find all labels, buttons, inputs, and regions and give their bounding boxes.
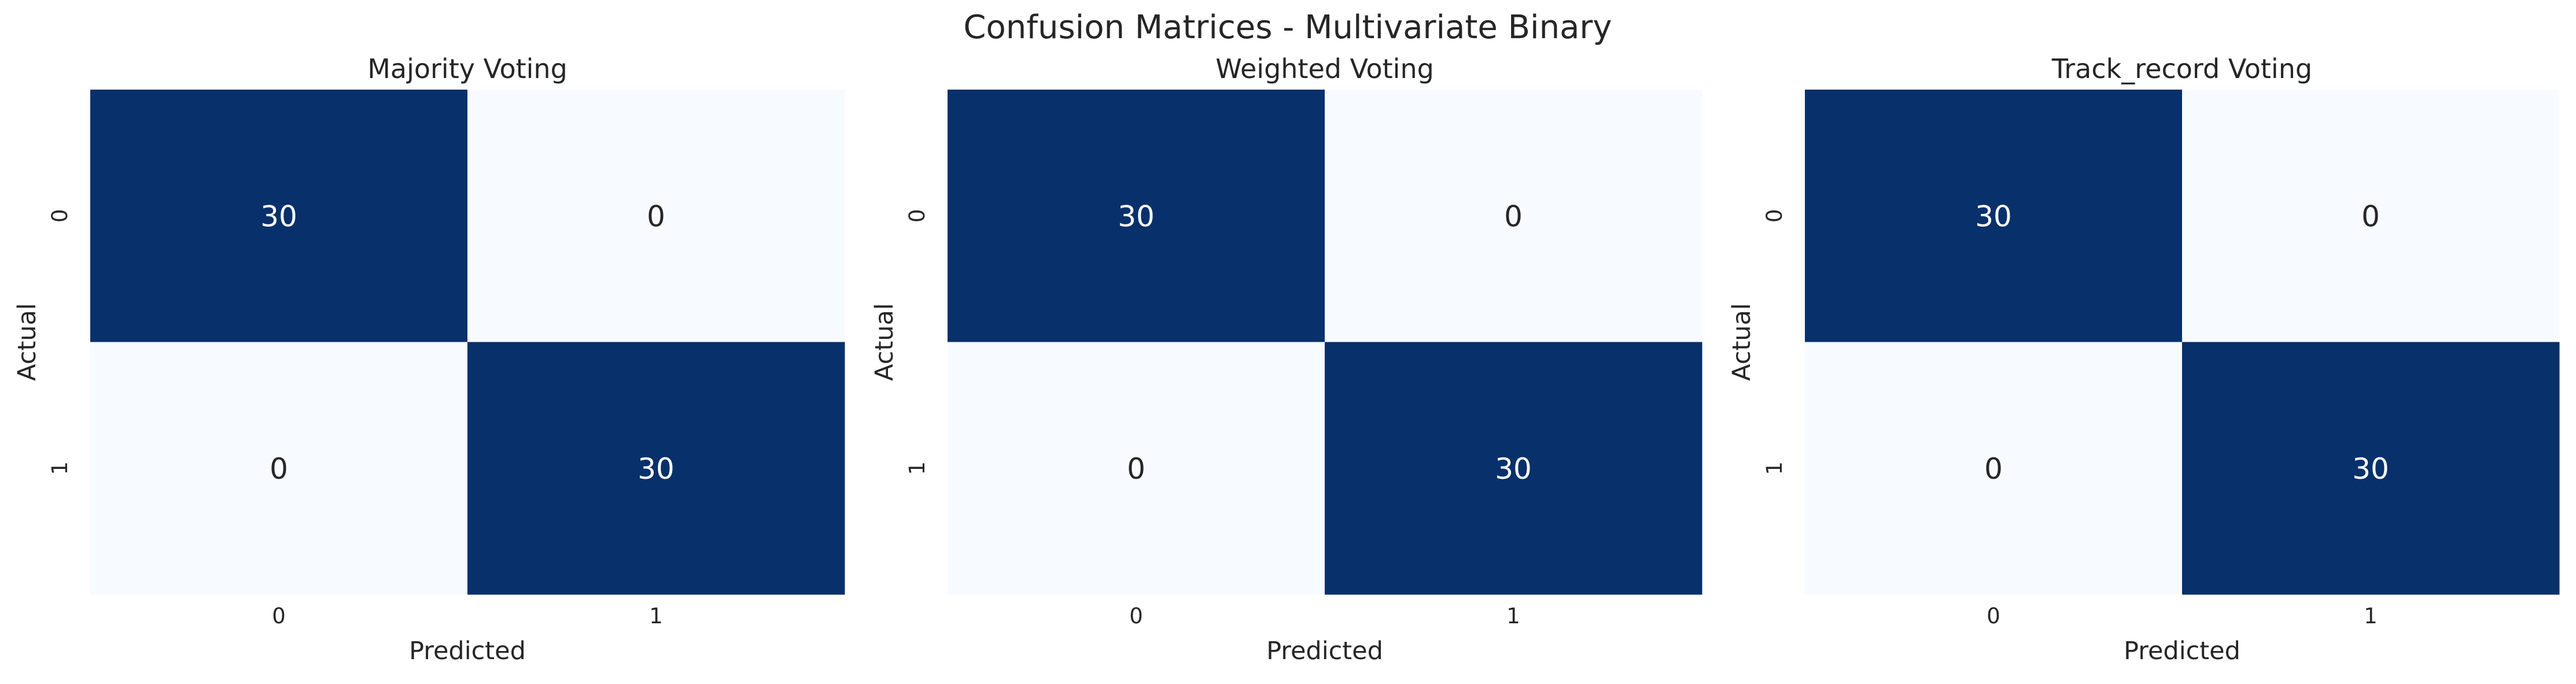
x-tick-label: 1 — [2364, 604, 2378, 628]
heatmap-cell-r0-c0 — [948, 90, 1325, 342]
x-axis-label: Predicted — [409, 637, 526, 665]
heatmap-cell-value: 0 — [1127, 452, 1145, 486]
y-axis-label: Actual — [13, 303, 42, 381]
heatmap-cell-r1-c1 — [467, 342, 845, 595]
heatmap-cell-r0-c1 — [2182, 90, 2560, 342]
heatmap-cell-r0-c0 — [90, 90, 468, 342]
figure-suptitle: Confusion Matrices - Multivariate Binary — [963, 9, 1612, 46]
y-tick-label: 0 — [905, 209, 930, 223]
heatmap-cell-value: 30 — [1975, 199, 2012, 233]
heatmap-cell-value: 30 — [2352, 452, 2389, 486]
heatmap-panel-3: Track_record Voting 30 0 0 30 0 1 0 1 Predicted Ac… — [1727, 53, 2560, 665]
heatmap-cell-value: 30 — [1495, 452, 1532, 486]
heatmap-cell-value: 0 — [2361, 199, 2380, 233]
y-tick-label: 1 — [1762, 461, 1787, 475]
x-tick-label: 0 — [1987, 604, 2000, 628]
y-tick-label: 1 — [905, 461, 930, 475]
heatmap-panels: Majority Voting 30 0 0 30 0 1 0 1 Predicted Actual… — [13, 53, 2560, 665]
x-tick-label: 1 — [649, 604, 663, 628]
heatmap-panel-2: Weighted Voting 30 0 0 30 0 1 0 1 Predicted Actual — [870, 53, 1702, 665]
x-axis-label: Predicted — [2124, 637, 2240, 665]
x-tick-label: 1 — [1506, 604, 1520, 628]
heatmap-cell-value: 0 — [270, 452, 288, 486]
x-axis-label: Predicted — [1266, 637, 1383, 665]
heatmap-cell-value: 30 — [260, 199, 297, 233]
y-axis-label: Actual — [870, 303, 899, 381]
heatmap-cell-value: 30 — [637, 452, 675, 486]
heatmap-cell-r1-c0 — [90, 342, 468, 595]
heatmap-cell-r0-c0 — [1805, 90, 2183, 342]
heatmap-cell-r0-c1 — [467, 90, 845, 342]
y-tick-label: 1 — [47, 461, 72, 475]
x-tick-label: 0 — [1129, 604, 1143, 628]
x-tick-label: 0 — [272, 604, 286, 628]
heatmap-title: Weighted Voting — [1215, 53, 1434, 84]
heatmap-cell-value: 0 — [1984, 452, 2003, 486]
heatmap-cell-r1-c0 — [948, 342, 1325, 595]
heatmap-cell-r1-c1 — [1325, 342, 1702, 595]
heatmap-cell-value: 0 — [1504, 199, 1523, 233]
y-tick-label: 0 — [47, 209, 72, 223]
heatmap-cell-value: 30 — [1118, 199, 1155, 233]
heatmap-cell-value: 0 — [647, 199, 665, 233]
y-axis-label: Actual — [1727, 303, 1756, 381]
heatmap-cell-r1-c0 — [1805, 342, 2183, 595]
heatmap-panel-1: Majority Voting 30 0 0 30 0 1 0 1 Predicted Actual — [13, 53, 845, 665]
heatmap-cell-r1-c1 — [2182, 342, 2560, 595]
heatmap-cell-r0-c1 — [1325, 90, 1702, 342]
heatmap-title: Majority Voting — [367, 53, 567, 84]
y-tick-label: 0 — [1762, 209, 1787, 223]
heatmap-title: Track_record Voting — [2051, 53, 2312, 84]
